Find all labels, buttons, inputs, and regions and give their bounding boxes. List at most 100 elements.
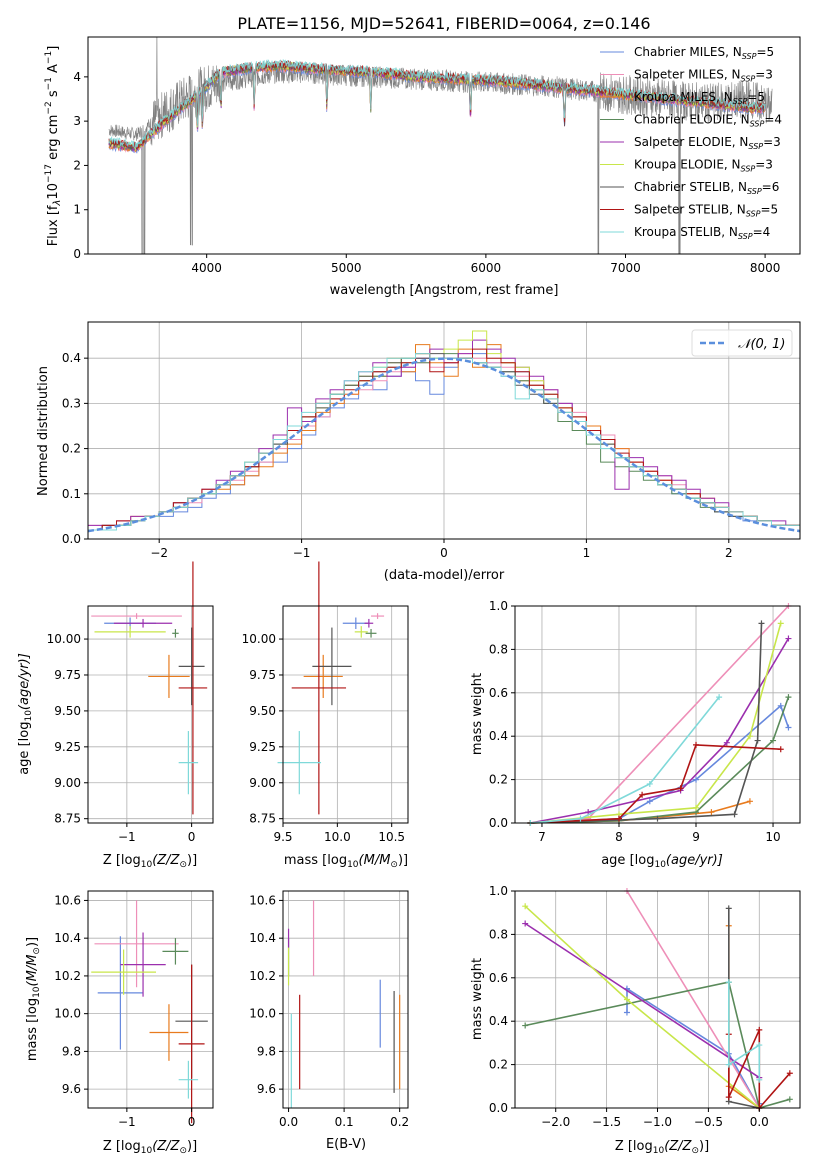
mass-extinction-frame	[282, 890, 409, 1109]
y-tick-label: 0.6	[489, 971, 508, 985]
y-tick-label: 4	[73, 70, 81, 84]
y-tick-label: 10.00	[47, 632, 81, 646]
plus-marker	[646, 798, 653, 805]
y-tick-label: 0.2	[62, 442, 81, 456]
y-tick-label: 0.4	[62, 351, 81, 365]
y-tick-label: 9.25	[249, 740, 276, 754]
legend-entry: Chabrier STELIB, NSSP=6	[634, 180, 779, 196]
y-tick-label: 9.75	[249, 668, 276, 682]
cumulative-age-ylabel: mass weight	[470, 673, 485, 755]
legend-tail: =3	[755, 68, 773, 82]
legend-tail: =5	[756, 45, 774, 59]
x-tick-label: 1	[583, 546, 591, 560]
x-tick-label: −1	[118, 830, 136, 844]
residual-panel: −2 −1 0 1 2 0.0 0.1 0.2 0.3 0.4 (data-model)/err…	[36, 321, 801, 583]
plus-marker	[623, 1009, 630, 1016]
plus-marker	[708, 809, 715, 816]
mass-metallicity-frame	[87, 890, 214, 1109]
cumulative-metallicity-ylabel: mass weight	[470, 958, 485, 1040]
spectrum-title: PLATE=1156, MJD=52641, FIBERID=0064, z=0…	[237, 14, 650, 33]
y-tick-label: 0.6	[489, 686, 508, 700]
y-tick-label: 0.0	[489, 1101, 508, 1115]
spectrum-axes-frame	[87, 36, 801, 255]
y-tick-label: 10.4	[249, 931, 276, 945]
y-tick-label: 0.0	[62, 532, 81, 546]
x-tick-label: 0	[440, 546, 448, 560]
legend-entry: Chabrier ELODIE, NSSP=4	[634, 113, 782, 129]
legend-name: Chabrier MILES, N	[634, 45, 742, 59]
residual-ylabel: Normed distribution	[36, 366, 51, 496]
y-tick-label: 0.3	[62, 396, 81, 410]
spectrum-ylabel: Flux [fλ10−17 erg cm−2 s−1 A−1]	[44, 46, 63, 247]
legend-sub: SSP	[746, 210, 761, 219]
age-metallicity-frame	[87, 605, 214, 824]
legend-entry: Kroupa MILES, NSSP=5	[634, 90, 765, 106]
y-tick-label: 10.0	[249, 1007, 276, 1021]
cumulative-line	[530, 696, 720, 824]
plus-marker	[786, 1096, 793, 1103]
x-tick-label: 8000	[750, 261, 781, 275]
y-tick-label: 10.6	[249, 893, 276, 907]
cumulative-line	[525, 981, 791, 1109]
x-tick-label: 8	[615, 830, 623, 844]
x-tick-label: 4000	[191, 261, 222, 275]
y-tick-label: 1	[73, 203, 81, 217]
plus-marker	[623, 996, 630, 1003]
legend-entry: Salpeter MILES, NSSP=3	[634, 68, 773, 84]
x-tick-label: 7	[538, 830, 546, 844]
y-tick-label: 0.8	[489, 642, 508, 656]
legend-sub: SSP	[741, 75, 756, 84]
y-tick-label: 0	[73, 247, 81, 261]
legend-entry: Salpeter STELIB, NSSP=5	[634, 203, 778, 219]
y-tick-label: 2	[73, 158, 81, 172]
x-tick-label: 0.2	[390, 1115, 409, 1129]
mass-extinction-xlabel: E(B-V)	[326, 1137, 366, 1152]
residual-xlabel: (data-model)/error	[384, 568, 505, 583]
plus-marker	[716, 694, 723, 701]
plus-marker	[777, 702, 784, 709]
age-mass-frame	[282, 605, 409, 824]
y-tick-label: 9.50	[249, 704, 276, 718]
plus-marker	[522, 903, 529, 910]
legend-sub: SSP	[748, 142, 763, 151]
plus-marker	[770, 737, 777, 744]
plus-marker	[693, 804, 700, 811]
y-tick-label: 0.0	[489, 816, 508, 830]
legend-tail: =4	[764, 113, 782, 127]
spectrum-panel: PLATE=1156, MJD=52641, FIBERID=0064, z=0…	[44, 14, 801, 298]
model-spectrum-line	[108, 60, 766, 150]
plus-marker	[522, 920, 529, 927]
plus-marker	[723, 739, 730, 746]
x-tick-label: −0.5	[694, 1115, 723, 1129]
legend-sub: SSP	[742, 52, 757, 61]
y-tick-label: 0.1	[62, 487, 81, 501]
cumulative-line	[524, 922, 760, 1079]
x-tick-label: −2	[150, 546, 168, 560]
normal-legend-label: 𝒩(0, 1)	[738, 337, 785, 352]
plus-marker	[777, 746, 784, 753]
y-tick-label: 9.6	[257, 1082, 276, 1096]
plus-marker	[725, 905, 732, 912]
y-tick-label: 10.2	[54, 969, 81, 983]
y-tick-label: 10.6	[54, 893, 81, 907]
plus-marker	[725, 1094, 732, 1101]
mass-metallicity-xlabel: Z [log10(Z/Z⊙)]	[103, 1139, 197, 1156]
legend-name: Salpeter MILES, N	[634, 68, 741, 82]
legend-entry: Salpeter ELODIE, NSSP=3	[634, 135, 781, 151]
plus-marker	[754, 737, 761, 744]
plus-marker	[756, 1026, 763, 1033]
legend-name: Kroupa ELODIE, N	[634, 158, 741, 172]
plus-marker	[785, 694, 792, 701]
x-tick-label: 10	[765, 830, 780, 844]
cumulative-age-frame	[514, 605, 801, 824]
y-tick-label: 9.8	[257, 1044, 276, 1058]
y-tick-label: 9.6	[62, 1082, 81, 1096]
y-tick-label: 9.75	[54, 668, 81, 682]
normal-curve	[87, 357, 801, 533]
x-tick-label: 10.5	[378, 830, 405, 844]
plus-marker	[785, 724, 792, 731]
y-tick-label: 9.00	[54, 776, 81, 790]
age-metallicity-xlabel: Z [log10(Z/Z⊙)]	[103, 853, 197, 870]
x-tick-label: 0.1	[335, 1115, 354, 1129]
x-tick-label: 10.0	[324, 830, 351, 844]
